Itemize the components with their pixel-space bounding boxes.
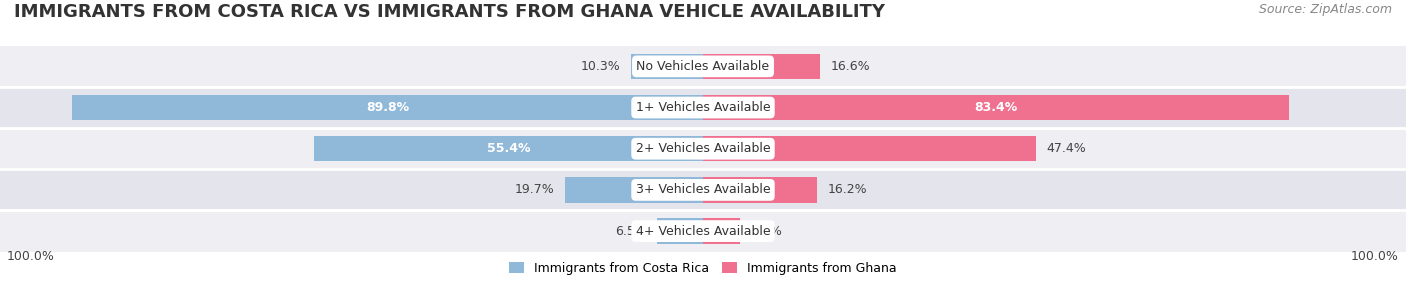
Bar [72, 95, 703, 120]
Text: 1+ Vehicles Available: 1+ Vehicles Available [636, 101, 770, 114]
Text: 16.2%: 16.2% [827, 183, 868, 196]
Text: 10.3%: 10.3% [581, 60, 620, 73]
Text: 2+ Vehicles Available: 2+ Vehicles Available [636, 142, 770, 155]
Bar [0, 87, 1406, 128]
Bar [0, 169, 1406, 210]
Text: IMMIGRANTS FROM COSTA RICA VS IMMIGRANTS FROM GHANA VEHICLE AVAILABILITY: IMMIGRANTS FROM COSTA RICA VS IMMIGRANTS… [14, 3, 884, 21]
Text: 89.8%: 89.8% [366, 101, 409, 114]
Bar [657, 218, 703, 244]
Text: 47.4%: 47.4% [1046, 142, 1087, 155]
Bar [703, 95, 1289, 120]
Bar [630, 53, 703, 79]
Bar [703, 136, 1036, 162]
Bar [0, 46, 1406, 87]
Text: 19.7%: 19.7% [515, 183, 554, 196]
Text: No Vehicles Available: No Vehicles Available [637, 60, 769, 73]
Text: 55.4%: 55.4% [486, 142, 530, 155]
Bar [0, 128, 1406, 169]
Bar [703, 177, 817, 203]
Text: 6.5%: 6.5% [614, 225, 647, 238]
Bar [0, 210, 1406, 252]
Bar [703, 218, 740, 244]
Text: 3+ Vehicles Available: 3+ Vehicles Available [636, 183, 770, 196]
Text: 4+ Vehicles Available: 4+ Vehicles Available [636, 225, 770, 238]
Text: Source: ZipAtlas.com: Source: ZipAtlas.com [1258, 3, 1392, 16]
Bar [565, 177, 703, 203]
Text: 83.4%: 83.4% [974, 101, 1018, 114]
Text: 5.2%: 5.2% [751, 225, 782, 238]
Bar [703, 53, 820, 79]
Bar [314, 136, 703, 162]
Legend: Immigrants from Costa Rica, Immigrants from Ghana: Immigrants from Costa Rica, Immigrants f… [505, 257, 901, 280]
Text: 16.6%: 16.6% [830, 60, 870, 73]
Text: 100.0%: 100.0% [1351, 250, 1399, 263]
Text: 100.0%: 100.0% [7, 250, 55, 263]
